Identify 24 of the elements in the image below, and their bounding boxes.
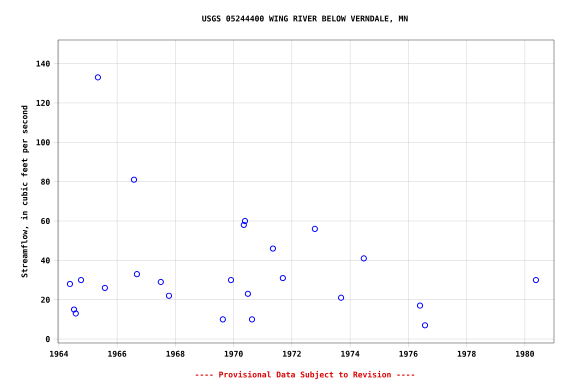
point [240,222,247,228]
point [70,306,78,313]
point [312,226,318,232]
point [78,276,84,284]
point [242,218,248,224]
point [94,74,101,80]
point [270,245,276,252]
point [158,278,164,286]
point [244,290,251,297]
point [72,310,79,317]
point [130,176,138,183]
point [532,276,540,284]
point [102,284,108,291]
point [422,322,428,328]
point [338,294,344,301]
point [166,292,172,299]
point [220,316,226,322]
point [360,255,367,262]
point [66,280,74,288]
point [248,316,256,322]
point [416,302,424,309]
point [280,274,286,282]
point [134,271,140,278]
point [228,276,234,284]
